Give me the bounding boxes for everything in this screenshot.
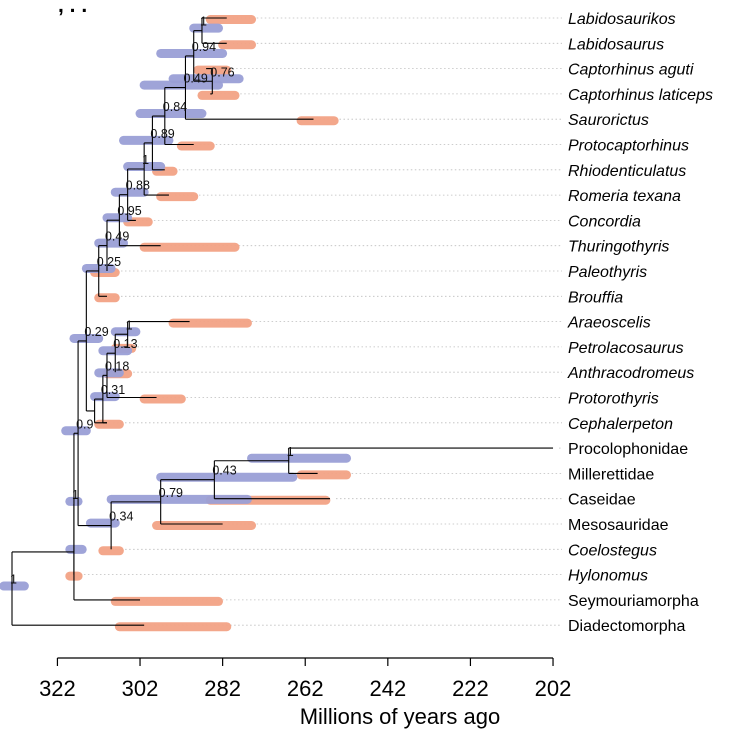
taxon-label-captorhinus-laticeps: Captorhinus laticeps	[568, 87, 713, 104]
support-value-n_conc: 0.88	[126, 179, 150, 193]
taxon-label-labidosaurus: Labidosaurus	[568, 36, 664, 53]
taxon-labels: Labidosaurikos Labidosaurus Captorhinus ag…	[567, 11, 713, 635]
support-value-n_ceph: 0.31	[101, 383, 125, 397]
support-value-n_meso: 0.79	[159, 486, 183, 500]
taxon-label-captorhinus-aguti: Captorhinus aguti	[568, 62, 694, 79]
taxon-label-anthracodromeus: Anthracodromeus	[567, 365, 694, 382]
taxon-label-millerettidae: Millerettidae	[568, 466, 654, 483]
taxon-label-seymouriamorpha: Seymouriamorpha	[568, 593, 699, 610]
support-value-n_rom: 1	[142, 153, 149, 167]
taxon-label-cephalerpeton: Cephalerpeton	[568, 416, 673, 433]
support-value-n_capt: 0.76	[210, 65, 234, 79]
x-tick-label-202: 202	[535, 676, 572, 701]
support-value-n_proto: 0.84	[163, 100, 187, 114]
taxon-label-araeoscelis: Araeoscelis	[567, 315, 651, 332]
taxon-label-saurorictus: Saurorictus	[568, 112, 649, 129]
x-tick-label-222: 222	[452, 676, 489, 701]
taxon-label-procolophonidae: Procolophonidae	[568, 441, 688, 458]
taxon-label-mesosauridae: Mesosauridae	[568, 517, 669, 534]
support-value-n_anth: 0.13	[113, 337, 137, 351]
taxon-label-caseidae: Caseidae	[568, 492, 636, 509]
taxon-label-concordia: Concordia	[568, 213, 641, 230]
taxon-label-rhiodenticulatus: Rhiodenticulatus	[568, 163, 686, 180]
time-axis: 322 302 282 262 242 222 202	[39, 657, 572, 701]
support-value-n_coel: 0.34	[109, 510, 133, 524]
support-value-n_saur: 0.49	[183, 72, 207, 86]
x-axis-title: Millions of years ago	[300, 704, 501, 729]
taxon-label-romeria-texana: Romeria texana	[568, 188, 681, 205]
x-tick-label-322: 322	[39, 676, 76, 701]
support-value-n_euro: 0.29	[84, 325, 108, 339]
taxon-label-petrolacosaurus: Petrolacosaurus	[568, 340, 684, 357]
taxon-label-diadectomorpha: Diadectomorpha	[568, 618, 686, 635]
chart-title-fragment: , . .	[58, 0, 87, 17]
taxon-label-coelostegus: Coelostegus	[568, 542, 657, 559]
x-tick-label-262: 262	[287, 676, 324, 701]
taxon-label-paleothyris: Paleothyris	[568, 264, 647, 281]
x-tick-label-302: 302	[122, 676, 159, 701]
support-value-n_paleo: 0.49	[105, 230, 129, 244]
support-value-n_brou: 0.25	[97, 255, 121, 269]
node-support-values: 10.760.940.490.840.8910.880.950.490.2510…	[10, 15, 294, 587]
taxon-label-thuringothyris: Thuringothyris	[568, 239, 669, 256]
support-value-n_procmill: 1	[287, 445, 294, 459]
support-value-n_rhio: 0.89	[150, 127, 174, 141]
taxon-label-brouffia: Brouffia	[568, 289, 623, 306]
x-tick-label-242: 242	[369, 676, 406, 701]
support-value-n_prot: 0.18	[105, 359, 129, 373]
taxon-label-labidosaurikos: Labidosaurikos	[568, 11, 676, 28]
support-value-n_labi: 1	[200, 15, 207, 29]
support-value-n_hylo: 1	[72, 488, 79, 502]
taxon-label-protorothyris: Protorothyris	[568, 391, 659, 408]
support-value-n_amn: 0.9	[76, 417, 93, 431]
x-tick-label-282: 282	[204, 676, 241, 701]
taxon-label-protocaptorhinus: Protocaptorhinus	[568, 138, 689, 155]
support-value-n_thur: 0.95	[117, 204, 141, 218]
support-value-n_labcap: 0.94	[192, 40, 216, 54]
support-value-n_para: 0.43	[212, 464, 236, 478]
support-value-n_root: 1	[10, 573, 17, 587]
taxon-label-hylonomus: Hylonomus	[568, 568, 648, 585]
support-value-n_araeo: 1	[126, 318, 133, 332]
tree-branches	[11, 17, 554, 626]
